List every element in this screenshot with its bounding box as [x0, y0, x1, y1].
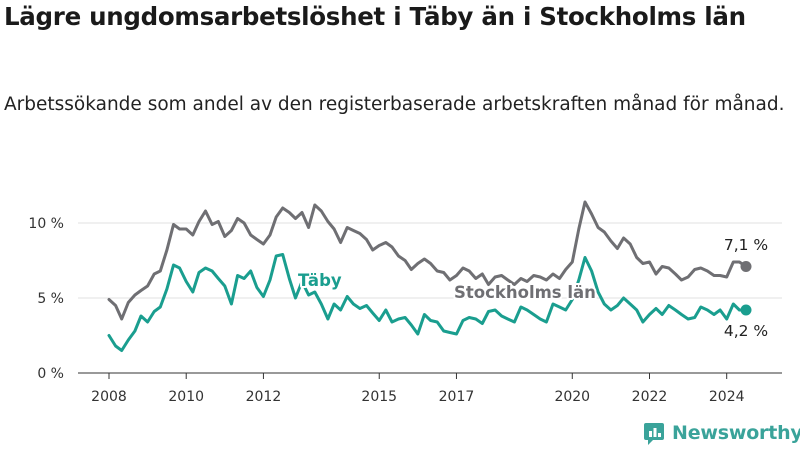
x-tick-label: 2008 — [91, 389, 127, 405]
brand-name: Newsworthy — [672, 422, 800, 444]
x-tick-label: 2024 — [709, 389, 745, 405]
brand-logo-block: Newsworthy — [644, 418, 800, 448]
y-tick-label: 5 % — [37, 291, 64, 307]
series-end-point-stockholms-l-n — [740, 261, 752, 272]
chart-series — [107, 200, 752, 352]
chart-labels: Täby Stockholms län 7,1 % 4,2 % — [296, 234, 770, 342]
chart-gridlines — [78, 222, 782, 299]
x-axis: 2008 2010 2012 2015 2017 2020 2022 2024 — [78, 372, 782, 405]
x-tick-label: 2010 — [168, 389, 204, 405]
end-value-label: 7,1 % — [724, 236, 768, 254]
y-tick-label: 10 % — [28, 216, 64, 232]
x-tick-label: 2022 — [632, 389, 668, 405]
newsworthy-logo-icon — [644, 423, 664, 445]
series-line-stockholms-l-n — [107, 200, 748, 321]
y-axis-labels: 0 % 5 % 10 % — [28, 216, 64, 382]
series-line-t-by — [107, 253, 748, 352]
y-tick-label: 0 % — [37, 366, 64, 382]
page-subtitle: Arbetssökande som andel av den registerb… — [4, 94, 785, 115]
series-name-label: Stockholms län — [454, 283, 596, 302]
series-end-point-t-by — [740, 304, 752, 316]
x-tick-label: 2015 — [361, 389, 397, 405]
series-name-label: Täby — [298, 271, 342, 290]
x-tick-label: 2017 — [439, 389, 475, 405]
end-value-label: 4,2 % — [724, 322, 768, 340]
page-title: Lägre ungdomsarbetslöshet i Täby än i St… — [4, 2, 746, 31]
x-tick-label: 2012 — [246, 389, 282, 405]
x-tick-label: 2020 — [554, 389, 590, 405]
